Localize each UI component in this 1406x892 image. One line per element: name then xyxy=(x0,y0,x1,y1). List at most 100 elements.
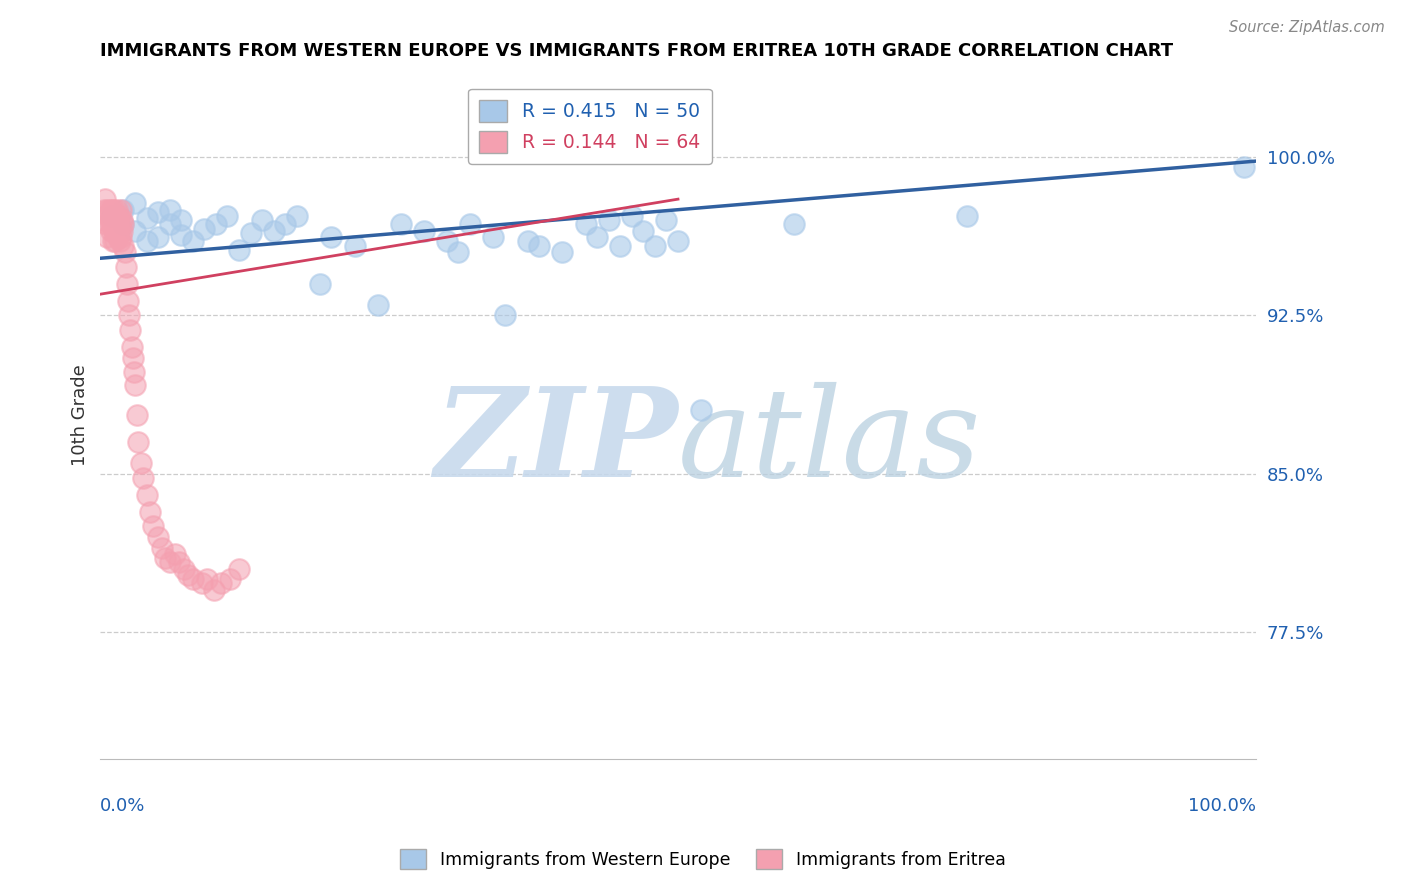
Point xyxy=(135,488,157,502)
Point xyxy=(101,235,124,249)
Point xyxy=(101,218,124,232)
Point xyxy=(153,551,176,566)
Point xyxy=(644,238,666,252)
Point xyxy=(308,277,330,291)
Point xyxy=(110,230,132,244)
Point xyxy=(586,230,609,244)
Point xyxy=(482,230,505,244)
Text: atlas: atlas xyxy=(678,383,981,504)
Point xyxy=(228,562,250,576)
Text: IMMIGRANTS FROM WESTERN EUROPE VS IMMIGRANTS FROM ERITREA 10TH GRADE CORRELATION: IMMIGRANTS FROM WESTERN EUROPE VS IMMIGR… xyxy=(100,42,1174,60)
Point xyxy=(181,235,204,249)
Point xyxy=(170,213,193,227)
Point xyxy=(101,202,124,217)
Point xyxy=(112,238,135,252)
Text: Source: ZipAtlas.com: Source: ZipAtlas.com xyxy=(1229,20,1385,35)
Point xyxy=(159,218,181,232)
Point xyxy=(412,224,434,238)
Point xyxy=(124,224,146,238)
Point xyxy=(97,209,120,223)
Point xyxy=(112,218,135,232)
Point xyxy=(108,224,131,238)
Point xyxy=(94,218,117,232)
Point xyxy=(620,209,643,223)
Point xyxy=(574,218,596,232)
Point xyxy=(655,213,678,227)
Point xyxy=(124,378,146,392)
Point xyxy=(217,209,239,223)
Point xyxy=(129,456,152,470)
Legend: Immigrants from Western Europe, Immigrants from Eritrea: Immigrants from Western Europe, Immigran… xyxy=(392,842,1014,876)
Point xyxy=(112,218,135,232)
Point xyxy=(111,224,134,238)
Point xyxy=(111,213,134,227)
Point xyxy=(107,230,129,244)
Point xyxy=(118,308,141,322)
Point xyxy=(135,235,157,249)
Point xyxy=(114,260,136,274)
Point xyxy=(782,218,804,232)
Point xyxy=(103,224,125,238)
Point xyxy=(181,572,204,586)
Point xyxy=(321,230,343,244)
Point xyxy=(195,572,218,586)
Point xyxy=(529,238,551,252)
Point xyxy=(447,244,470,259)
Point xyxy=(93,202,115,217)
Point xyxy=(1233,161,1256,175)
Point xyxy=(132,471,155,485)
Point xyxy=(666,235,689,249)
Point xyxy=(177,568,200,582)
Point xyxy=(122,365,145,379)
Point xyxy=(112,202,135,217)
Point xyxy=(114,244,136,259)
Point xyxy=(146,230,169,244)
Point xyxy=(202,582,225,597)
Point xyxy=(98,218,121,232)
Point xyxy=(159,555,181,569)
Point xyxy=(218,572,240,586)
Point xyxy=(124,196,146,211)
Point xyxy=(458,218,481,232)
Point xyxy=(98,202,121,217)
Legend: R = 0.415   N = 50, R = 0.144   N = 64: R = 0.415 N = 50, R = 0.144 N = 64 xyxy=(468,88,711,164)
Point xyxy=(108,218,131,232)
Point xyxy=(96,202,118,217)
Point xyxy=(146,204,169,219)
Point xyxy=(173,562,195,576)
Point xyxy=(209,576,232,591)
Point xyxy=(285,209,308,223)
Point xyxy=(127,435,149,450)
Point xyxy=(228,243,250,257)
Point xyxy=(551,244,574,259)
Point xyxy=(110,202,132,217)
Point xyxy=(94,192,117,206)
Point xyxy=(956,209,979,223)
Point xyxy=(101,209,124,223)
Point xyxy=(115,277,138,291)
Point xyxy=(127,408,149,422)
Point xyxy=(105,218,128,232)
Point xyxy=(690,403,713,417)
Point xyxy=(121,340,143,354)
Point xyxy=(135,211,157,226)
Point xyxy=(165,547,187,561)
Point xyxy=(101,209,124,223)
Point xyxy=(250,213,273,227)
Point xyxy=(146,530,169,544)
Text: 100.0%: 100.0% xyxy=(1188,797,1256,814)
Point xyxy=(108,209,131,223)
Point xyxy=(633,224,655,238)
Point xyxy=(100,224,122,238)
Point xyxy=(100,213,122,227)
Point xyxy=(343,238,366,252)
Point xyxy=(120,323,142,337)
Point xyxy=(103,202,125,217)
Point xyxy=(117,293,139,308)
Point xyxy=(239,226,262,240)
Point xyxy=(150,541,173,555)
Point xyxy=(170,227,193,242)
Point xyxy=(107,213,129,227)
Point xyxy=(139,505,162,519)
Point xyxy=(494,308,516,322)
